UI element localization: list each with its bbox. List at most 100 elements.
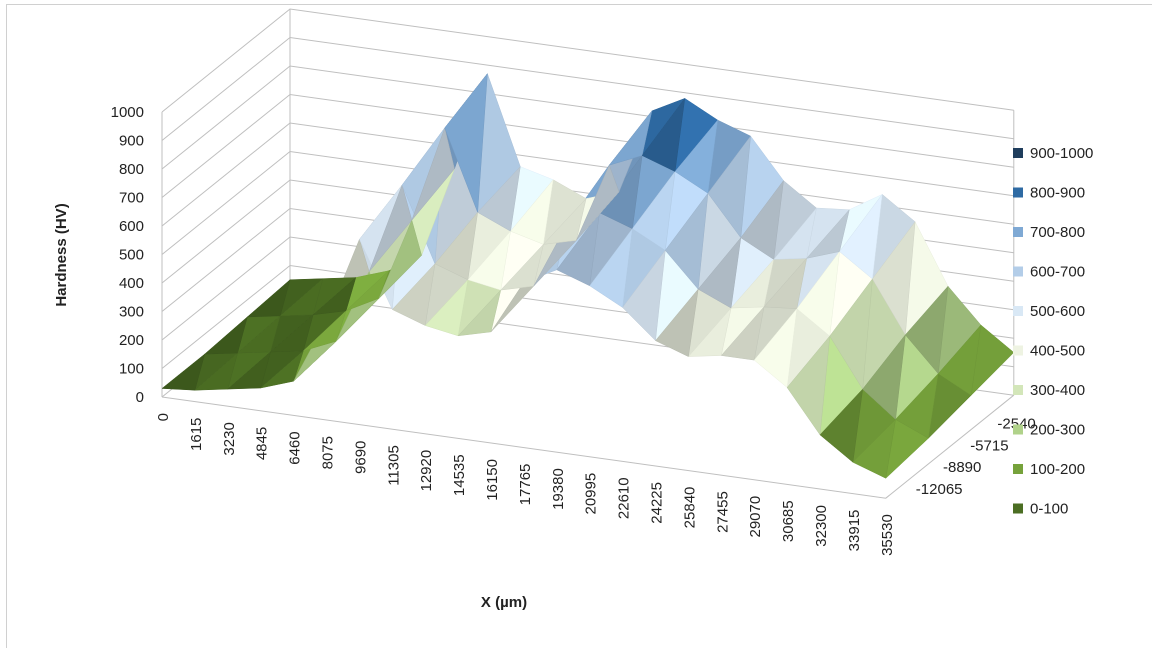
- surface-facet: [576, 164, 620, 241]
- z-tick-label: 600: [119, 218, 144, 235]
- surface-facet: [773, 207, 817, 260]
- x-tick-label: 8075: [320, 436, 337, 469]
- surface-facet: [378, 219, 422, 299]
- z-tick-label: 100: [119, 361, 144, 378]
- surface-facet: [895, 372, 939, 439]
- legend-swatch: [1013, 266, 1023, 277]
- legend-label: 500-600: [1030, 303, 1085, 320]
- legend-label: 300-400: [1030, 382, 1085, 399]
- x-tick-label: 30685: [780, 500, 797, 542]
- legend-swatch: [1013, 345, 1023, 356]
- surface-facet: [720, 306, 765, 361]
- x-tick-label: 20995: [583, 473, 600, 515]
- surface-facet: [862, 333, 906, 420]
- legend-swatch: [1013, 385, 1023, 395]
- z-axis-title: Hardness (HV): [53, 203, 70, 306]
- surface-facet: [500, 243, 544, 291]
- surface-facet: [194, 352, 239, 391]
- surface-facet: [796, 250, 840, 337]
- surface-facet: [852, 418, 896, 479]
- surface-facet: [303, 309, 347, 352]
- surface-facet: [542, 197, 587, 245]
- x-tick-label: 27455: [714, 491, 731, 533]
- y-tick-label: -2540: [997, 415, 1035, 432]
- legend-swatch: [1013, 306, 1023, 316]
- surface-facet: [259, 350, 304, 389]
- surface-facet: [477, 165, 521, 232]
- legend-label: 0-100: [1030, 501, 1068, 518]
- x-tick-label: 33915: [846, 510, 863, 552]
- x-tick-label: 32300: [813, 505, 830, 547]
- chart-legend: 900-1000 800-900 700-800 600-700 500-600 400-…: [1013, 145, 1093, 518]
- surface-facet: [872, 220, 916, 336]
- surface-facet: [312, 276, 357, 316]
- x-tick-label: 0: [155, 413, 172, 421]
- x-tick-label: 16150: [484, 459, 501, 501]
- legend-swatch: [1013, 227, 1023, 237]
- x-tick-label: 6460: [287, 431, 304, 464]
- x-tick-label: 25840: [681, 487, 698, 529]
- z-tick-label: 1000: [111, 104, 144, 121]
- surface-facet: [424, 278, 469, 337]
- surface-facet: [655, 288, 699, 357]
- surface-facet: [434, 211, 479, 281]
- surface-facet: [937, 324, 982, 396]
- surface-facet: [697, 236, 742, 309]
- legend-swatch: [1013, 148, 1023, 158]
- surface-facet: [368, 184, 413, 272]
- x-tick-label: 29070: [747, 496, 764, 538]
- surface-facet: [839, 193, 883, 280]
- surface-facet: [664, 192, 709, 290]
- z-tick-label: 200: [119, 332, 144, 349]
- y-tick-label: -12065: [916, 481, 963, 498]
- surface-facet: [641, 97, 686, 172]
- surface-facet: [457, 289, 502, 337]
- surface-facet: [674, 119, 719, 194]
- surface-facet: [905, 285, 949, 375]
- surface-facet: [269, 314, 314, 353]
- legend-swatch: [1013, 464, 1023, 474]
- surface-facet: [589, 227, 633, 308]
- z-tick-label: 900: [119, 133, 144, 150]
- x-tick-label: 19380: [550, 468, 567, 510]
- surface-facet: [510, 178, 554, 245]
- surface-facet: [203, 316, 248, 355]
- legend-label: 100-200: [1030, 461, 1085, 478]
- surface-facet: [819, 388, 864, 463]
- x-tick-label: 3230: [221, 422, 238, 455]
- z-tick-label: 0: [136, 389, 144, 406]
- surface-facet: [161, 353, 206, 391]
- surface-facet: [279, 277, 324, 317]
- x-tick-label: 22610: [616, 477, 633, 519]
- surface-facet: [829, 278, 873, 390]
- legend-swatch: [1013, 503, 1023, 514]
- surface-facet: [786, 335, 831, 436]
- floor-edge: [161, 394, 1015, 499]
- legend-label: 700-800: [1030, 224, 1085, 241]
- surface-facet: [345, 270, 389, 312]
- x-tick-label: 24225: [649, 482, 666, 524]
- x-tick-label: 12920: [418, 450, 435, 492]
- surface-facet: [763, 257, 808, 309]
- y-tick-label: -5715: [970, 437, 1008, 454]
- z-tick-label: 500: [119, 247, 144, 264]
- legend-swatch: [1013, 187, 1023, 198]
- z-tick-label: 800: [119, 161, 144, 178]
- surface-facet: [632, 170, 676, 251]
- x-tick-label: 17765: [517, 464, 534, 506]
- x-tick-label: 35530: [879, 514, 896, 556]
- chart-frame: [6, 4, 1152, 648]
- x-tick-label: 1615: [188, 418, 205, 451]
- surface-facet: [805, 209, 850, 259]
- legend-label: 800-900: [1030, 185, 1085, 202]
- x-tick-label: 4845: [254, 427, 271, 460]
- surface-facet: [227, 351, 271, 390]
- surface-facet: [707, 135, 751, 239]
- chart-axes: 0 100 200 300 400 500 600 700 800 900 1000 0 1615 323…: [111, 104, 1036, 556]
- legend-label: 900-1000: [1030, 145, 1093, 162]
- legend-label: 600-700: [1030, 264, 1085, 281]
- surface-facet: [411, 127, 455, 221]
- z-tick-label: 700: [119, 190, 144, 207]
- surface-facet: [246, 279, 291, 318]
